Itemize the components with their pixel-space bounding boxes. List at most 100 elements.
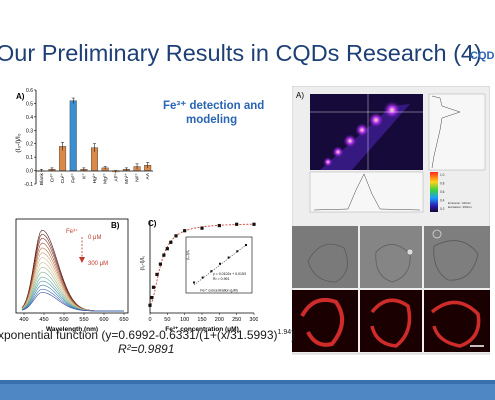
heatmap-spot (332, 146, 344, 158)
fit-formula: xponential function (y=0.6992-0.6331/(1+… (0, 328, 298, 356)
info-line-2: Excitation: 360nm (448, 205, 472, 209)
colorbar-tick-label: 0.6 (440, 190, 445, 194)
panel-c-inset-point (201, 276, 204, 279)
panel-c-inset-point (227, 256, 230, 259)
panel-b-spectra-chart: B) Fe³⁺ 0 μM 300 μM 400 450 500 550 600 650 W… (15, 218, 129, 333)
panel-c-xlabel: Fe³⁺ concentration (μM) (165, 326, 239, 333)
colorbar-tick-label: 0.2 (440, 207, 445, 211)
fluor-cell-3 (430, 300, 481, 348)
micro-cell-outline-3 (433, 240, 479, 281)
bottom-spectrum (309, 171, 424, 213)
title-tag: CQD (470, 50, 495, 62)
panel-c-point (158, 262, 162, 266)
panel-a-ytick-label: 0.1 (26, 155, 33, 161)
panel-a-xtick-label: Ni²⁺ (135, 173, 141, 182)
panel-c-xtick-label: 0 (148, 317, 151, 323)
panel-c-inset-xlabel: Fe³⁺ concentration (μM) (200, 289, 237, 293)
panel-c-inset-point (210, 270, 213, 273)
panel-c-point (183, 229, 187, 233)
heatmap-spot (343, 134, 357, 148)
fluor-cell-2 (370, 298, 412, 348)
panel-c-point (148, 303, 152, 307)
panel-a-ytick-label: 0.0 (26, 169, 33, 175)
panel-c-point (151, 285, 156, 289)
panel-b-xtick-label: 650 (119, 317, 128, 323)
right-label-a: A) (296, 91, 304, 100)
panel-a-xtick-label: K⁺ (81, 173, 87, 179)
panel-c-inset (185, 236, 253, 294)
micro-vesicle-2 (432, 229, 442, 239)
panel-c-point (217, 223, 221, 228)
panel-c-xtick-label: 150 (197, 317, 206, 323)
formula-exponent: 1.94 (277, 329, 292, 336)
panel-b-arrowhead (79, 257, 85, 263)
slide-title: Our Preliminary Results in CQDs Research… (0, 40, 482, 66)
colorbar-tick-label: 0.8 (440, 182, 445, 186)
panel-b-series-line (21, 292, 124, 312)
panel-c-point (235, 222, 239, 226)
side-spectrum (428, 93, 486, 171)
heatmap-spot (368, 112, 384, 128)
panel-a-ytick-label: 0.2 (26, 142, 33, 148)
slide-footer-stripe (0, 380, 495, 384)
panel-a-ylabel: (I₀-I)/I₀ (15, 133, 22, 152)
colorbar-tick-label: 1.0 (440, 173, 445, 177)
micro-bright-2 (360, 226, 422, 288)
panel-b-end: 300 μM (88, 261, 108, 267)
panel-c-xtick-label: 200 (215, 317, 224, 323)
panel-a-xtick-label: Mn²⁺ (124, 173, 130, 184)
panel-c-xtick-label: 250 (232, 317, 241, 323)
panel-a-xtick-label: Cu²⁺ (60, 173, 66, 184)
panel-c-point (200, 226, 204, 230)
heatmap-spot (323, 157, 333, 167)
panel-b-xtick-label: 450 (39, 317, 48, 323)
panel-c-inset-point (245, 244, 247, 246)
panel-b-xtick-label: 550 (79, 317, 88, 323)
panel-c-xtick-label: 50 (164, 317, 170, 323)
micro-bright-3 (424, 226, 490, 288)
panel-b-label: B) (111, 221, 120, 230)
panel-c-scatter-chart: C) (I₀-I)/I₀ 0 50 100 150 200 250 300 Fe³⁺ con… (140, 219, 258, 333)
panel-c-point (252, 222, 256, 226)
bottom-spectrum-curve (313, 173, 421, 211)
heatmap-spot (383, 101, 401, 119)
right-image-panels: A) 1.0 0.8 0.6 0.4 0.2 Emission: 440nm Excit… (292, 86, 490, 355)
panel-c-point (150, 295, 154, 300)
panel-a-ytick-label: 0.5 (26, 101, 33, 107)
panel-a-bar (69, 100, 77, 171)
panel-a-xtick-label: Fe³⁺ (71, 173, 77, 183)
panel-c-inset-point (193, 281, 195, 284)
panel-a-label: A) (16, 92, 25, 101)
micro-cell-outline-2 (375, 244, 411, 283)
panel-c-point (155, 272, 159, 277)
formula-line-1: xponential function (y=0.6992-0.6331/(1+… (0, 328, 296, 342)
panel-a-xtick-label: Cr³⁺ (49, 173, 55, 183)
micro-cell-outline-1 (307, 243, 348, 283)
panel-c-inset-point (236, 250, 239, 253)
panel-c-inset-ylabel: (I₀-I)/I₀ (186, 249, 190, 260)
heatmap-spot (355, 123, 369, 137)
panel-b-ion: Fe³⁺ (66, 228, 78, 235)
colorbar (430, 172, 438, 212)
panel-c-label: C) (148, 219, 157, 228)
colorbar-tick-label: 0.4 (440, 199, 445, 203)
slide-footer-bar (0, 380, 495, 400)
panel-c-inset-equation: y = 0.0102x + 0.0153 (213, 272, 246, 276)
panel-a-bar-chart: A) Fe³⁺ detection and modeling (I₀-I)/I₀ … (15, 88, 264, 188)
panel-b-xtick-label: 400 (19, 317, 28, 323)
panel-a-xtick-label: Hg²⁺ (92, 173, 98, 184)
panel-b-xlabel: Wavelength (nm) (46, 326, 98, 333)
panel-b-xtick-label: 500 (59, 317, 68, 323)
panel-a-ytick-label: 0.6 (26, 88, 33, 94)
panel-a-xtick-label: Al³⁺ (113, 173, 119, 182)
micro-bright-1 (292, 226, 358, 288)
side-spectrum-curve (431, 95, 461, 169)
panel-a-xtick-label: AA (145, 172, 151, 179)
panel-a-xtick-label: Blank (39, 172, 45, 185)
panel-c-point (174, 234, 178, 238)
fluor-cell-1 (300, 297, 344, 347)
panel-c-inset-r2: R² = 0.991 (213, 277, 229, 281)
panel-c-inset-point (219, 262, 221, 265)
micro-vesicle (406, 248, 414, 256)
panel-c-xtick-label: 300 (249, 317, 258, 323)
